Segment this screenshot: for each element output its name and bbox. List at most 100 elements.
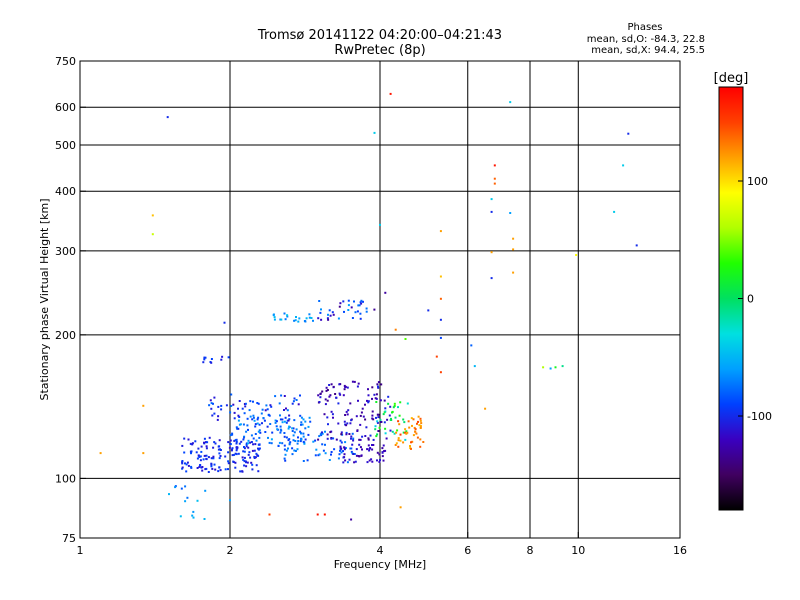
data-point [338,392,341,395]
data-point [328,395,331,398]
data-point [344,441,347,444]
data-point [371,397,373,400]
data-point [512,237,515,240]
data-point [484,407,487,410]
data-point [357,455,360,457]
data-point [376,421,379,424]
data-point [561,365,564,368]
data-point [412,434,415,437]
data-point [410,441,412,444]
data-point [233,453,236,456]
data-point [245,461,247,464]
data-point [238,400,241,402]
data-point [209,399,212,402]
data-point [356,430,359,432]
data-point [190,452,192,455]
data-point [186,461,189,464]
data-point [280,318,283,321]
data-point [379,223,381,226]
data-point [212,402,214,405]
data-point [249,456,252,459]
data-point [236,447,239,450]
data-point [235,446,238,449]
data-point [307,433,310,436]
data-point [294,319,297,322]
data-point [257,443,260,446]
data-point [243,435,246,438]
data-point [324,443,326,446]
data-point [279,418,282,421]
stats-o-mode: mean, sd,O: -84.3, 22.8 [586,34,705,45]
data-point [390,419,393,421]
data-point [205,454,208,457]
data-point [261,408,264,411]
data-point [490,251,493,254]
data-point [369,434,372,437]
data-point [295,316,297,318]
data-point [247,453,250,456]
data-point [231,454,234,457]
data-point [235,453,238,456]
data-point [210,457,213,460]
data-point [410,417,413,420]
data-point [386,418,389,421]
data-point [263,419,266,422]
data-point [334,393,337,395]
data-point [427,309,430,312]
data-point [284,416,287,419]
data-point [203,356,206,359]
data-point [416,422,418,425]
data-point [191,514,194,517]
data-point [251,418,254,421]
data-point [184,462,186,465]
data-point [294,440,297,442]
data-point [373,393,376,396]
data-point [213,463,216,466]
data-point [216,418,219,421]
data-point [253,457,256,459]
data-point [231,447,234,450]
data-point [320,318,323,321]
data-point [285,436,288,439]
data-point [357,382,360,385]
data-point [406,402,409,405]
data-point [276,428,279,431]
data-point [210,402,213,405]
colorbar-ticks: 100 0 -100 [738,175,772,423]
data-point [393,402,396,405]
data-point [274,419,277,422]
data-point [368,449,371,452]
data-point [256,418,259,421]
data-point [314,439,317,442]
data-point [324,398,327,401]
colorbar-tick-label: -100 [747,410,772,423]
data-point [229,499,231,502]
data-point [360,454,363,457]
data-point [240,440,243,443]
data-point [367,438,370,441]
data-point [265,404,268,407]
data-point [166,116,169,119]
data-point [255,464,258,467]
data-point [227,462,230,465]
data-point [297,320,300,323]
data-point [361,407,364,410]
data-point [275,425,278,428]
data-point [151,214,154,217]
data-point [258,447,261,450]
data-point [231,432,234,435]
data-point [382,413,385,416]
data-point [395,431,398,434]
data-point [317,394,320,397]
data-point [203,454,206,457]
data-point [362,415,365,418]
data-point [338,383,341,386]
data-point [374,425,377,428]
data-point [414,428,417,431]
data-point [358,438,361,441]
data-point [260,412,263,415]
data-point [575,254,578,256]
data-point [283,432,286,434]
data-point [238,416,241,418]
data-point [383,450,385,453]
